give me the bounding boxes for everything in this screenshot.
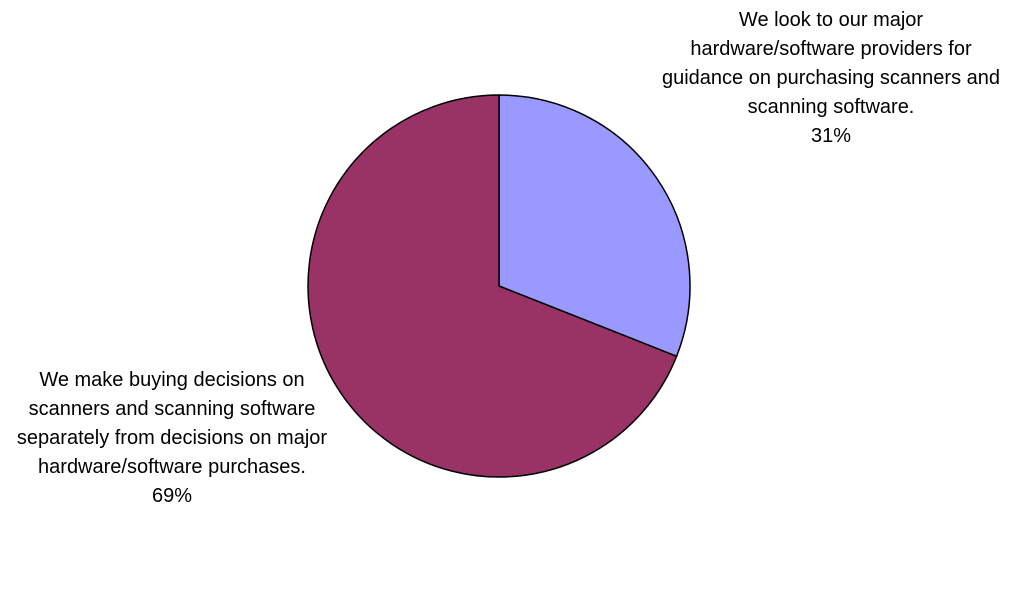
slice-label-separate-decisions: We make buying decisions on scanners and… bbox=[2, 366, 342, 511]
slice-label-providers-guidance: We look to our major hardware/software p… bbox=[656, 6, 1006, 151]
slice-percent-label: 31% bbox=[810, 125, 852, 147]
slice-label-text: We make buying decisions on scanners and… bbox=[16, 369, 328, 478]
slice-label-text: We look to our major hardware/software p… bbox=[661, 9, 1001, 118]
pie-slice-separate-decisions bbox=[307, 94, 678, 478]
pie-slice-providers-guidance bbox=[498, 94, 691, 358]
slice-percent-label: 69% bbox=[151, 485, 193, 507]
pie-slices bbox=[307, 94, 691, 478]
